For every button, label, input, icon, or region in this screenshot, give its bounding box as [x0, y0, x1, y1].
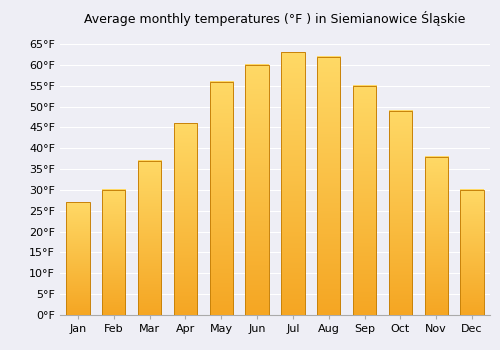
Bar — [246, 65, 268, 315]
Bar — [317, 56, 340, 315]
Bar — [210, 82, 233, 315]
Bar — [174, 123, 197, 315]
Bar — [389, 111, 412, 315]
Bar — [353, 86, 376, 315]
Bar — [282, 52, 304, 315]
Title: Average monthly temperatures (°F ) in Siemianowice Śląskie: Average monthly temperatures (°F ) in Si… — [84, 11, 466, 26]
Bar — [102, 190, 126, 315]
Bar — [424, 156, 448, 315]
Bar — [460, 190, 483, 315]
Bar — [138, 161, 161, 315]
Bar — [66, 202, 90, 315]
